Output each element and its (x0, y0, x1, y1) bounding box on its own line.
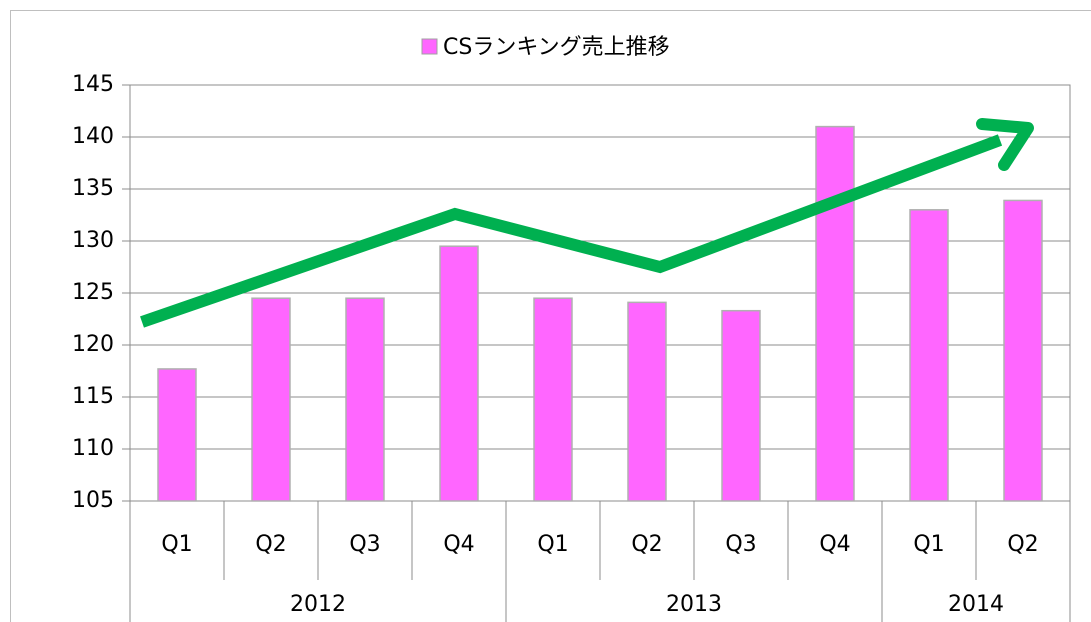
y-tick-label: 135 (72, 176, 114, 201)
chart-border (10, 10, 1091, 622)
trend-arrow (140, 118, 1034, 328)
bar (533, 297, 573, 502)
group-label: 2014 (948, 592, 1004, 617)
y-tick-label: 140 (72, 124, 114, 149)
y-tick-label: 115 (72, 384, 114, 409)
x-tick-label: Q2 (1007, 532, 1038, 557)
legend-swatch (421, 38, 438, 55)
legend-label: CSランキング売上推移 (443, 35, 670, 60)
bar (439, 245, 479, 502)
y-tick-label: 125 (72, 280, 114, 305)
x-tick-label: Q2 (631, 532, 662, 557)
bar (721, 309, 761, 502)
y-tick-label: 120 (72, 332, 114, 357)
trend-line (140, 134, 1003, 328)
x-tick-label: Q3 (725, 532, 756, 557)
bar (1003, 199, 1043, 502)
group-label: 2013 (666, 592, 722, 617)
bar (345, 297, 385, 502)
bar (627, 301, 667, 502)
y-tick-label: 145 (72, 72, 114, 97)
x-tick-label: Q4 (443, 532, 474, 557)
x-tick-label: Q1 (161, 532, 192, 557)
bar (251, 297, 291, 502)
y-tick-label: 105 (72, 488, 114, 513)
x-tick-label: Q1 (537, 532, 568, 557)
bar (157, 368, 197, 502)
arrow-head (976, 118, 1034, 171)
bar (909, 209, 949, 502)
group-label: 2012 (290, 592, 346, 617)
x-tick-label: Q1 (913, 532, 944, 557)
y-tick-label: 110 (72, 436, 114, 461)
x-tick-label: Q4 (819, 532, 850, 557)
bar (815, 125, 855, 502)
x-tick-label: Q2 (255, 532, 286, 557)
x-tick-label: Q3 (349, 532, 380, 557)
y-tick-label: 130 (72, 228, 114, 253)
